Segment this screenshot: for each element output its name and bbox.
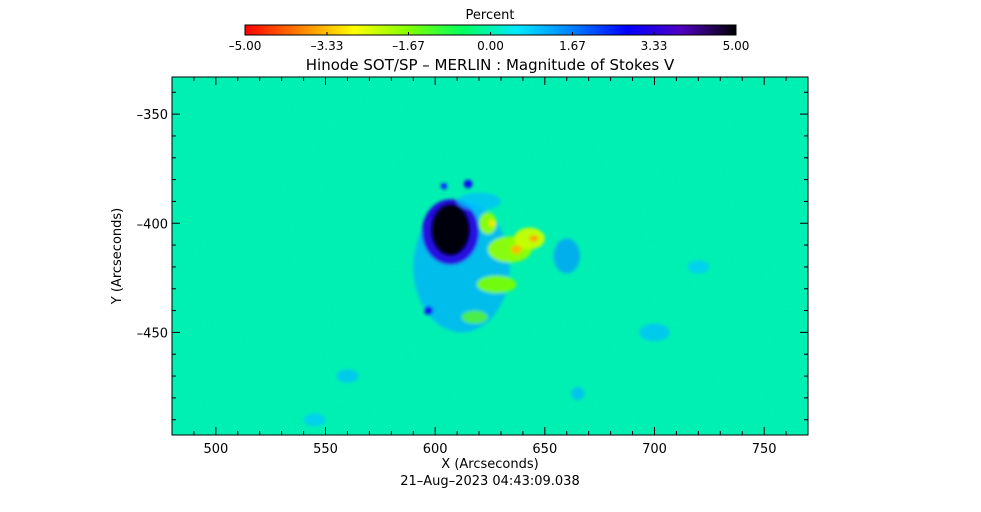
colorbar-tick-label: 3.33 [641, 39, 668, 53]
colorbar-ticks: –5.00 –3.33 –1.67 0.00 1.67 3.33 5.00 [229, 32, 750, 53]
cyan-halo-b [553, 238, 580, 274]
x-tick-label: 750 [752, 442, 777, 457]
cyan-patch-e [303, 413, 326, 427]
y-axis-label: Y (Arcseconds) [110, 208, 125, 305]
y-tick-label: –400 [137, 217, 168, 232]
x-axis: 500 550 600 650 700 750 [171, 77, 809, 457]
orange-kernel-c [488, 219, 496, 227]
y-axis: –350 –400 –450 [137, 91, 808, 421]
colorbar-tick-label: –1.67 [392, 39, 425, 53]
x-axis-label: X (Arcseconds) [441, 457, 538, 472]
x-tick-label: 600 [423, 442, 448, 457]
colorbar-tick-label: 5.00 [723, 39, 750, 53]
colorbar-tick-label: 0.00 [477, 39, 504, 53]
blue-speck-a [463, 179, 473, 189]
x-tick-label: 650 [532, 442, 557, 457]
plot-frame [171, 76, 809, 436]
blue-speck-c [440, 182, 448, 190]
chart-title: Hinode SOT/SP – MERLIN : Magnitude of St… [306, 56, 675, 74]
magnetic-features [303, 179, 710, 427]
x-tick-label: 500 [203, 442, 228, 457]
x-tick-label: 550 [313, 442, 338, 457]
yellow-plage-b [514, 227, 545, 250]
magnetogram-image [172, 77, 808, 435]
cyan-patch-f [571, 386, 585, 401]
y-tick-label: –350 [137, 108, 168, 123]
yellow-plage-e [461, 310, 488, 324]
y-tick-label: –450 [137, 326, 168, 341]
cyan-patch-d [687, 260, 710, 274]
colorbar-tick-label: –3.33 [311, 39, 344, 53]
colorbar-title: Percent [466, 8, 515, 23]
blue-speck-b [424, 306, 433, 315]
sunspot-umbra [430, 203, 471, 256]
observation-timestamp: 21–Aug–2023 04:43:09.038 [400, 474, 579, 489]
yellow-plage-c [479, 212, 497, 235]
cyan-patch-c [336, 369, 359, 383]
cyan-patch-b [639, 323, 670, 342]
colorbar-tick-label: –5.00 [229, 39, 262, 53]
x-tick-label: 700 [642, 442, 667, 457]
yellow-plage-d [476, 275, 517, 294]
cyan-patch-a [457, 192, 501, 211]
colorbar-tick-label: 1.67 [559, 39, 586, 53]
orange-kernel-b [529, 235, 539, 242]
orange-kernel-a [510, 245, 522, 254]
